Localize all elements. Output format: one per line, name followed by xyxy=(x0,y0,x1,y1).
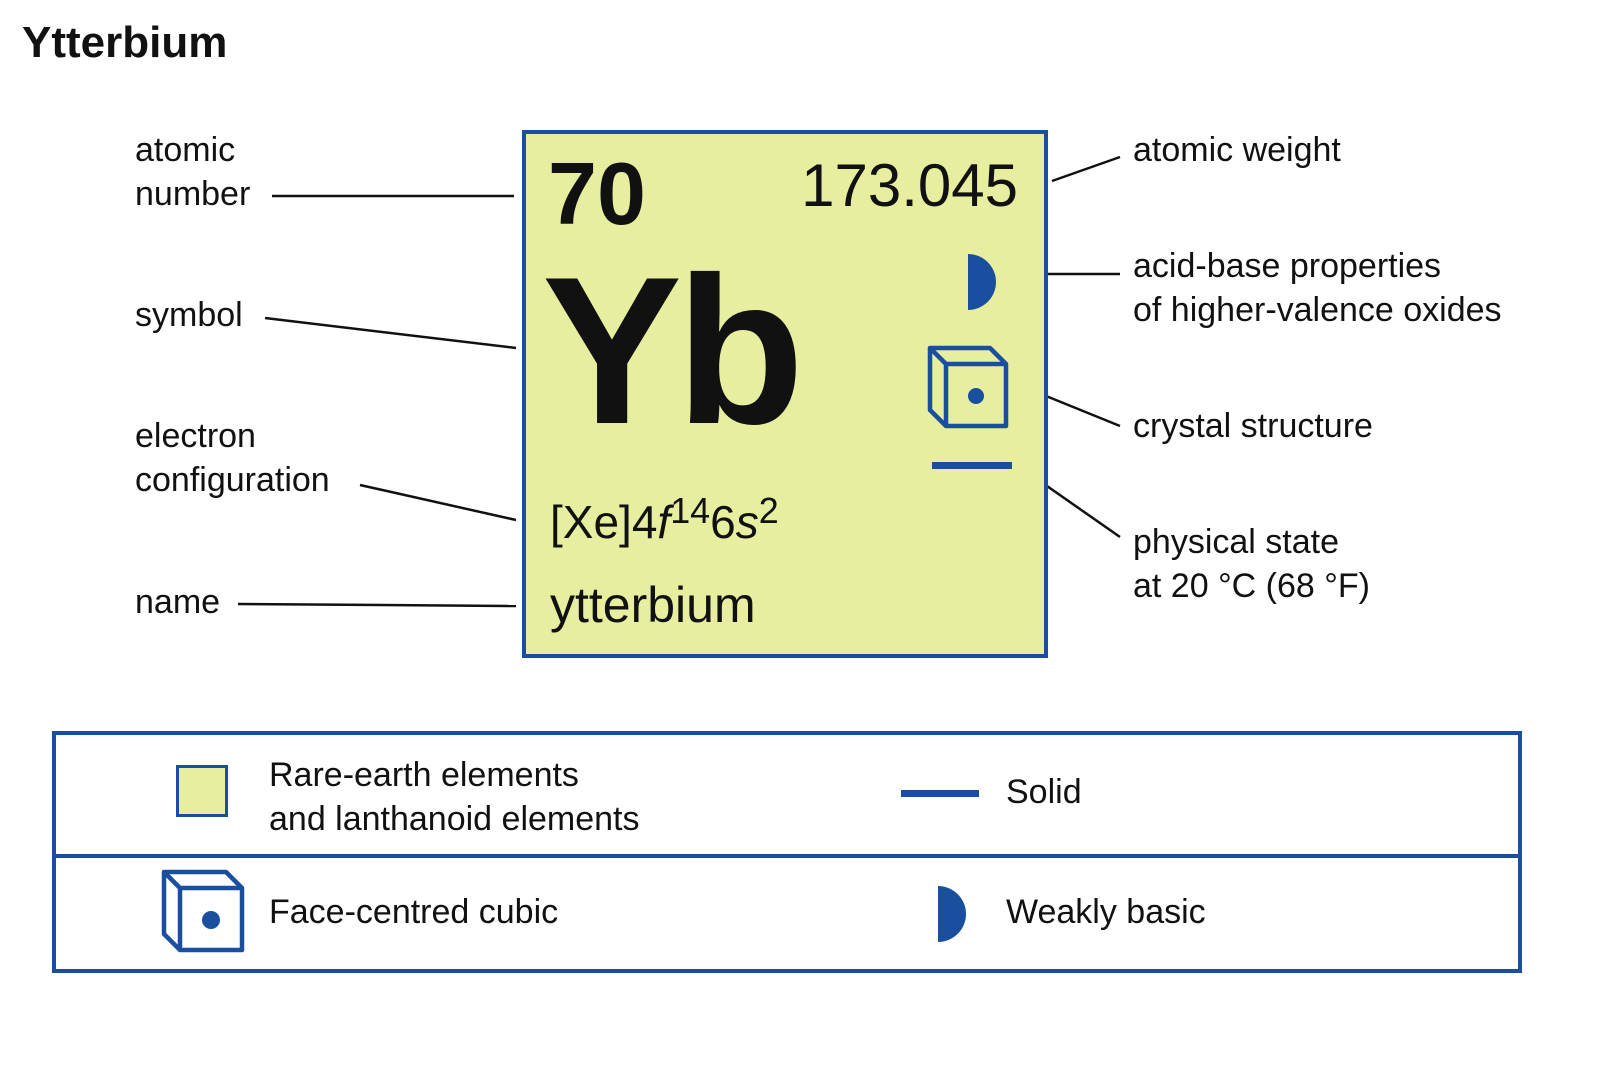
cube-icon xyxy=(161,869,245,953)
label-name: name xyxy=(135,583,221,621)
label-text: number xyxy=(135,175,251,213)
config-part: f xyxy=(657,496,671,549)
electron-configuration: [Xe]4f146s2 xyxy=(550,491,779,549)
leader-electron-configuration xyxy=(359,483,517,522)
legend-acid-base: Weakly basic xyxy=(1006,893,1206,931)
half-disc-icon xyxy=(938,886,966,942)
label-text: atomic xyxy=(135,131,236,169)
leader-symbol xyxy=(264,316,517,350)
legend-row: Face-centred cubic Weakly basic xyxy=(56,854,1518,973)
legend: Rare-earth elements and lanthanoid eleme… xyxy=(52,731,1522,973)
solid-bar-icon xyxy=(932,462,1012,469)
config-part: [Xe]4 xyxy=(550,496,658,549)
legend-text: Rare-earth elements xyxy=(269,756,579,794)
label-text: acid-base properties xyxy=(1133,247,1442,285)
legend-state: Solid xyxy=(1006,773,1082,811)
config-part: 6 xyxy=(710,496,736,549)
legend-text: and lanthanoid elements xyxy=(269,800,640,838)
element-name: ytterbium xyxy=(550,577,756,633)
config-part: 14 xyxy=(670,491,711,531)
label-atomic-weight: atomic weight xyxy=(1133,131,1341,169)
page-title: Ytterbium xyxy=(22,18,228,67)
label-electron-configuration: electron configuration xyxy=(135,414,330,502)
legend-category: Rare-earth elements and lanthanoid eleme… xyxy=(269,753,640,841)
leader-atomic-weight xyxy=(1051,155,1121,183)
label-symbol: symbol xyxy=(135,296,243,334)
atomic-number: 70 xyxy=(548,144,646,243)
config-part: s xyxy=(735,496,759,549)
color-swatch-icon xyxy=(176,765,228,817)
label-text: electron xyxy=(135,417,256,455)
label-physical-state: physical state at 20 °C (68 °F) xyxy=(1133,520,1370,608)
atomic-weight: 173.045 xyxy=(801,152,1018,219)
legend-crystal: Face-centred cubic xyxy=(269,893,559,931)
element-tile: 70 173.045 Yb [Xe]4f146s2 ytterbium xyxy=(522,130,1048,658)
cube-icon xyxy=(927,345,1009,429)
label-text: physical state xyxy=(1133,523,1339,561)
label-crystal-structure: crystal structure xyxy=(1133,407,1373,445)
half-disc-icon xyxy=(968,254,996,310)
leader-name xyxy=(237,602,517,608)
label-atomic-number: atomic number xyxy=(135,128,250,216)
solid-bar-icon xyxy=(901,790,979,797)
label-text: at 20 °C (68 °F) xyxy=(1133,567,1370,605)
label-text: configuration xyxy=(135,461,330,499)
label-acid-base: acid-base properties of higher-valence o… xyxy=(1133,244,1502,332)
element-symbol: Yb xyxy=(542,233,804,468)
legend-row: Rare-earth elements and lanthanoid eleme… xyxy=(56,735,1518,850)
config-part: 2 xyxy=(758,491,779,531)
label-text: of higher-valence oxides xyxy=(1133,291,1502,329)
